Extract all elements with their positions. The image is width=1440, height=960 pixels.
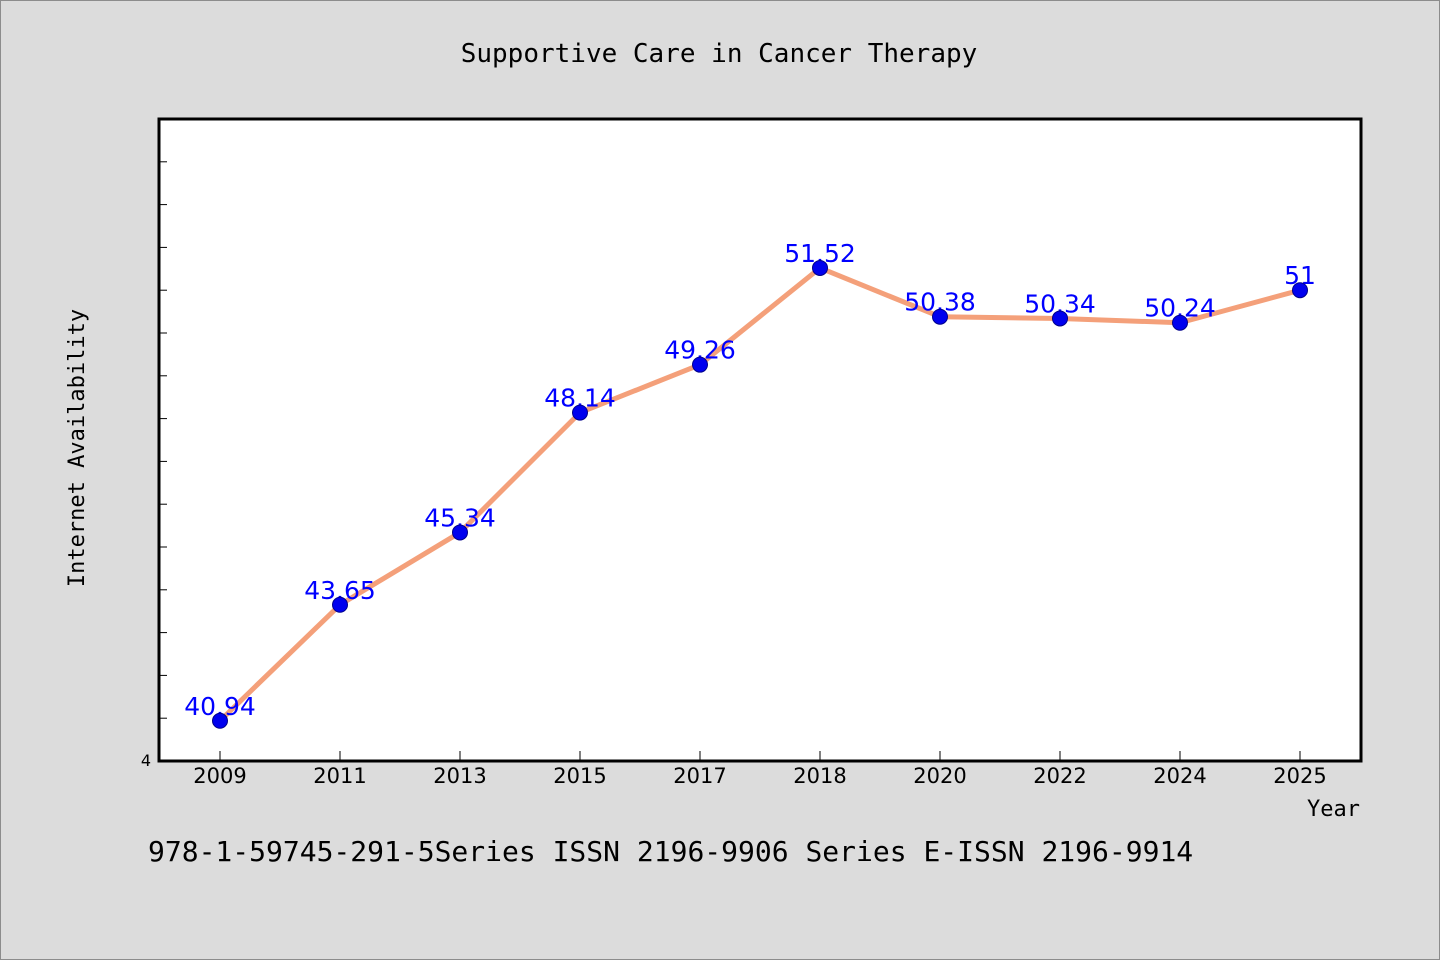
- data-point: [812, 259, 828, 276]
- y-tick-label: 4: [141, 751, 151, 770]
- x-tick-label: 2018: [793, 764, 846, 788]
- data-point: [1172, 314, 1188, 331]
- data-point: [572, 404, 588, 421]
- x-axis-label: Year: [1307, 797, 1360, 822]
- chart-title: Supportive Care in Cancer Therapy: [461, 39, 978, 69]
- x-tick-label: 2025: [1273, 764, 1326, 788]
- x-tick-label: 2011: [313, 764, 366, 788]
- data-point: [1292, 282, 1308, 299]
- series-line: [217, 265, 1303, 724]
- x-tick-label: 2009: [193, 764, 246, 788]
- data-point: [692, 356, 708, 373]
- x-tick-label: 2017: [673, 764, 726, 788]
- x-tick-label: 2015: [553, 764, 606, 788]
- chart-footer: 978-1-59745-291-5Series ISSN 2196-9906 S…: [148, 835, 1193, 868]
- x-tick-label: 2020: [913, 764, 966, 788]
- plot-area: [157, 117, 1363, 763]
- data-point: [332, 596, 348, 613]
- data-point: [1052, 310, 1068, 327]
- data-point: [932, 308, 948, 325]
- x-tick-label: 2013: [433, 764, 486, 788]
- x-axis-ticks: [219, 751, 1301, 761]
- y-axis-ticks: [159, 161, 167, 719]
- data-point: [212, 712, 228, 729]
- y-axis-label: Internet Availability: [65, 309, 90, 587]
- x-tick-label: 2024: [1153, 764, 1206, 788]
- data-point: [452, 524, 468, 541]
- x-tick-labels: 2009 2011 2013 2015 2017 2018 2020 2022 2024 2025: [193, 764, 1326, 788]
- x-tick-label: 2022: [1033, 764, 1086, 788]
